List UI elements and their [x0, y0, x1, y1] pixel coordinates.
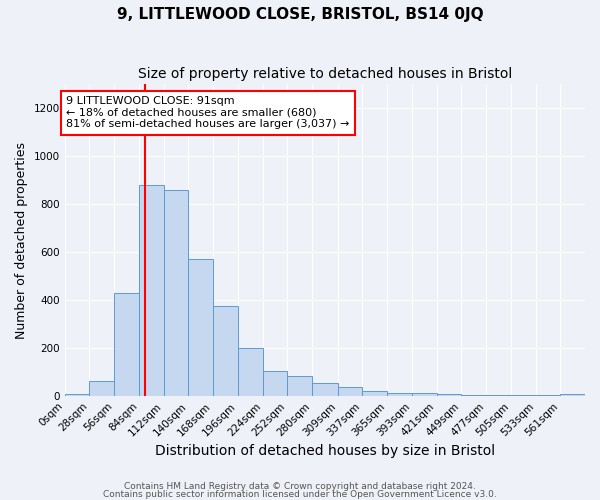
Bar — [312, 383, 338, 396]
Bar — [362, 392, 387, 396]
Bar — [65, 394, 89, 396]
Text: Contains public sector information licensed under the Open Government Licence v3: Contains public sector information licen… — [103, 490, 497, 499]
Bar — [486, 395, 511, 396]
Bar — [338, 386, 362, 396]
Text: 9, LITTLEWOOD CLOSE, BRISTOL, BS14 0JQ: 9, LITTLEWOOD CLOSE, BRISTOL, BS14 0JQ — [116, 8, 484, 22]
X-axis label: Distribution of detached houses by size in Bristol: Distribution of detached houses by size … — [155, 444, 495, 458]
Bar — [164, 190, 188, 396]
Bar — [89, 380, 114, 396]
Bar — [114, 293, 139, 396]
Y-axis label: Number of detached properties: Number of detached properties — [15, 142, 28, 338]
Bar — [188, 260, 213, 396]
Text: 9 LITTLEWOOD CLOSE: 91sqm
← 18% of detached houses are smaller (680)
81% of semi: 9 LITTLEWOOD CLOSE: 91sqm ← 18% of detac… — [67, 96, 350, 130]
Bar — [387, 392, 412, 396]
Bar — [263, 371, 287, 396]
Bar — [139, 185, 164, 396]
Bar — [213, 306, 238, 396]
Bar — [560, 394, 585, 396]
Text: Contains HM Land Registry data © Crown copyright and database right 2024.: Contains HM Land Registry data © Crown c… — [124, 482, 476, 491]
Bar — [461, 395, 486, 396]
Bar — [511, 395, 536, 396]
Bar — [412, 394, 437, 396]
Bar — [437, 394, 461, 396]
Bar — [536, 395, 560, 396]
Bar — [238, 348, 263, 396]
Title: Size of property relative to detached houses in Bristol: Size of property relative to detached ho… — [138, 68, 512, 82]
Bar — [287, 376, 312, 396]
